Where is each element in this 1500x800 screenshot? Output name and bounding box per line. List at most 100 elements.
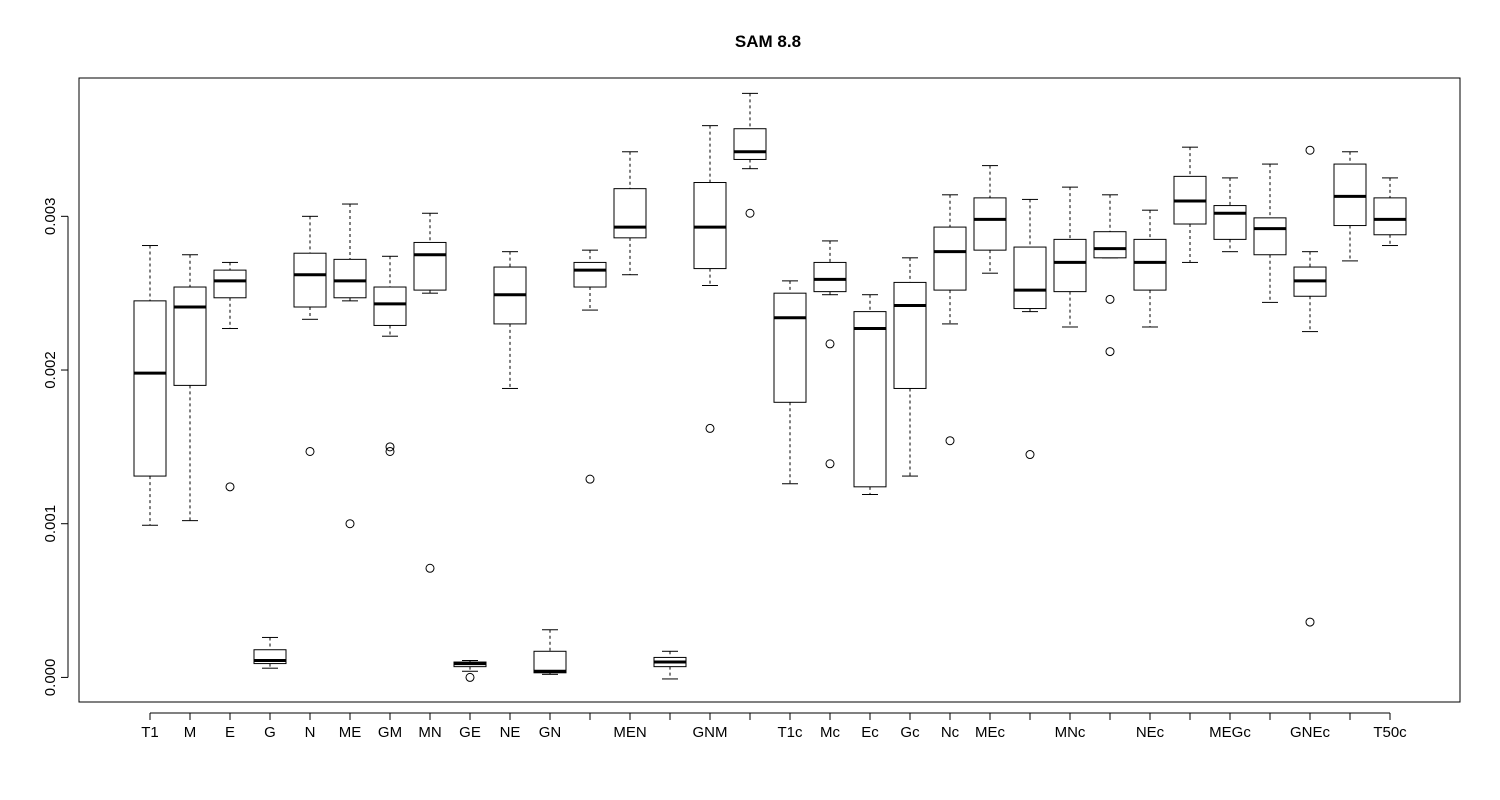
iqr-box [733, 128, 767, 160]
iqr-box [1013, 246, 1047, 310]
box-NEc [1133, 209, 1167, 328]
iqr-box [173, 286, 207, 386]
outlier-point [305, 446, 315, 456]
box-GNEc [1293, 145, 1327, 627]
x-tick-label: MEN [613, 724, 646, 741]
outlier-point [585, 474, 595, 484]
outlier-point [225, 482, 235, 492]
x-tick-label: NE [500, 724, 521, 741]
y-tick-label: 0.003 [42, 198, 59, 236]
iqr-box [893, 281, 927, 389]
box-NE [493, 251, 527, 389]
x-tick-label: ME [339, 724, 362, 741]
iqr-box [133, 300, 167, 477]
chart-title: SAM 8.8 [735, 32, 801, 51]
box-MNc [1053, 186, 1087, 328]
box-MN [413, 212, 447, 573]
outlier-point [705, 423, 715, 433]
iqr-box [533, 650, 567, 674]
iqr-box [813, 261, 847, 293]
iqr-box [413, 241, 447, 291]
outlier-point [345, 519, 355, 529]
plot-frame [78, 77, 1461, 703]
box-GN [533, 629, 567, 675]
iqr-box [1133, 238, 1167, 291]
y-axis: 0.000 0.001 0.002 0.003 [42, 198, 69, 697]
iqr-box [1213, 205, 1247, 240]
outlier-point [1025, 450, 1035, 460]
outlier-point [465, 672, 475, 682]
iqr-box [573, 261, 607, 288]
box-group-29 [1253, 163, 1287, 303]
box-GM [373, 255, 407, 456]
box-T1 [133, 245, 167, 526]
x-tick-label: GM [378, 724, 402, 741]
box-T1c [773, 280, 807, 485]
outlier-point [1305, 617, 1315, 627]
y-tick-label: 0.000 [42, 659, 59, 697]
x-tick-label: G [264, 724, 276, 741]
box-series [133, 92, 1407, 682]
iqr-box [973, 197, 1007, 251]
x-tick-label: E [225, 724, 235, 741]
x-tick-label: N [305, 724, 316, 741]
x-tick-label: NEc [1136, 724, 1165, 741]
iqr-box [613, 188, 647, 239]
outlier-point [1105, 347, 1115, 357]
box-group-27 [1173, 146, 1207, 263]
box-group-12 [573, 249, 607, 484]
box-T50c [1373, 177, 1407, 247]
box-group-14 [653, 650, 687, 680]
outlier-point [745, 208, 755, 218]
x-tick-label: GE [459, 724, 481, 741]
box-MEc [973, 165, 1007, 274]
x-tick-label: Mc [820, 724, 840, 741]
x-tick-label: M [184, 724, 197, 741]
iqr-box [213, 269, 247, 299]
iqr-box [1373, 197, 1407, 236]
iqr-box [1253, 217, 1287, 256]
x-axis: T1 M E G N ME GM MN GE NE GN MEN GNM T1c Mc Ec Gc Nc MEc MN… [141, 712, 1407, 741]
iqr-box [293, 252, 327, 308]
iqr-box [773, 292, 807, 403]
iqr-box [693, 182, 727, 270]
x-tick-label: T1c [777, 724, 803, 741]
outlier-point [825, 459, 835, 469]
box-group-23 [1013, 198, 1047, 460]
box-MEGc [1213, 177, 1247, 253]
box-Mc [813, 240, 847, 469]
x-tick-label: GNEc [1290, 724, 1331, 741]
x-tick-label: T1 [141, 724, 159, 741]
x-tick-label: GNM [693, 724, 728, 741]
x-tick-label: Gc [900, 724, 920, 741]
outlier-point [385, 446, 395, 456]
box-G [253, 636, 287, 669]
box-GE [453, 660, 487, 682]
outlier-point [385, 442, 395, 452]
iqr-box [1333, 163, 1367, 227]
outlier-point [945, 436, 955, 446]
outlier-point [1105, 294, 1115, 304]
box-Ec [853, 294, 887, 496]
iqr-box [1053, 238, 1087, 293]
box-Nc [933, 194, 967, 446]
outlier-point [425, 563, 435, 573]
box-group-16 [733, 92, 767, 218]
box-E [213, 261, 247, 492]
outlier-point [1305, 145, 1315, 155]
x-tick-label: Nc [941, 724, 960, 741]
x-tick-label: MN [418, 724, 441, 741]
y-tick-label: 0.001 [42, 505, 59, 543]
iqr-box [333, 258, 367, 299]
outlier-point [825, 339, 835, 349]
x-tick-label: MEc [975, 724, 1006, 741]
y-tick-label: 0.002 [42, 351, 59, 389]
x-tick-label: MEGc [1209, 724, 1251, 741]
box-group-31 [1333, 151, 1367, 262]
box-group-25 [1093, 194, 1127, 357]
box-Gc [893, 257, 927, 477]
x-tick-label: Ec [861, 724, 879, 741]
x-tick-label: T50c [1373, 724, 1407, 741]
box-M [173, 254, 207, 522]
